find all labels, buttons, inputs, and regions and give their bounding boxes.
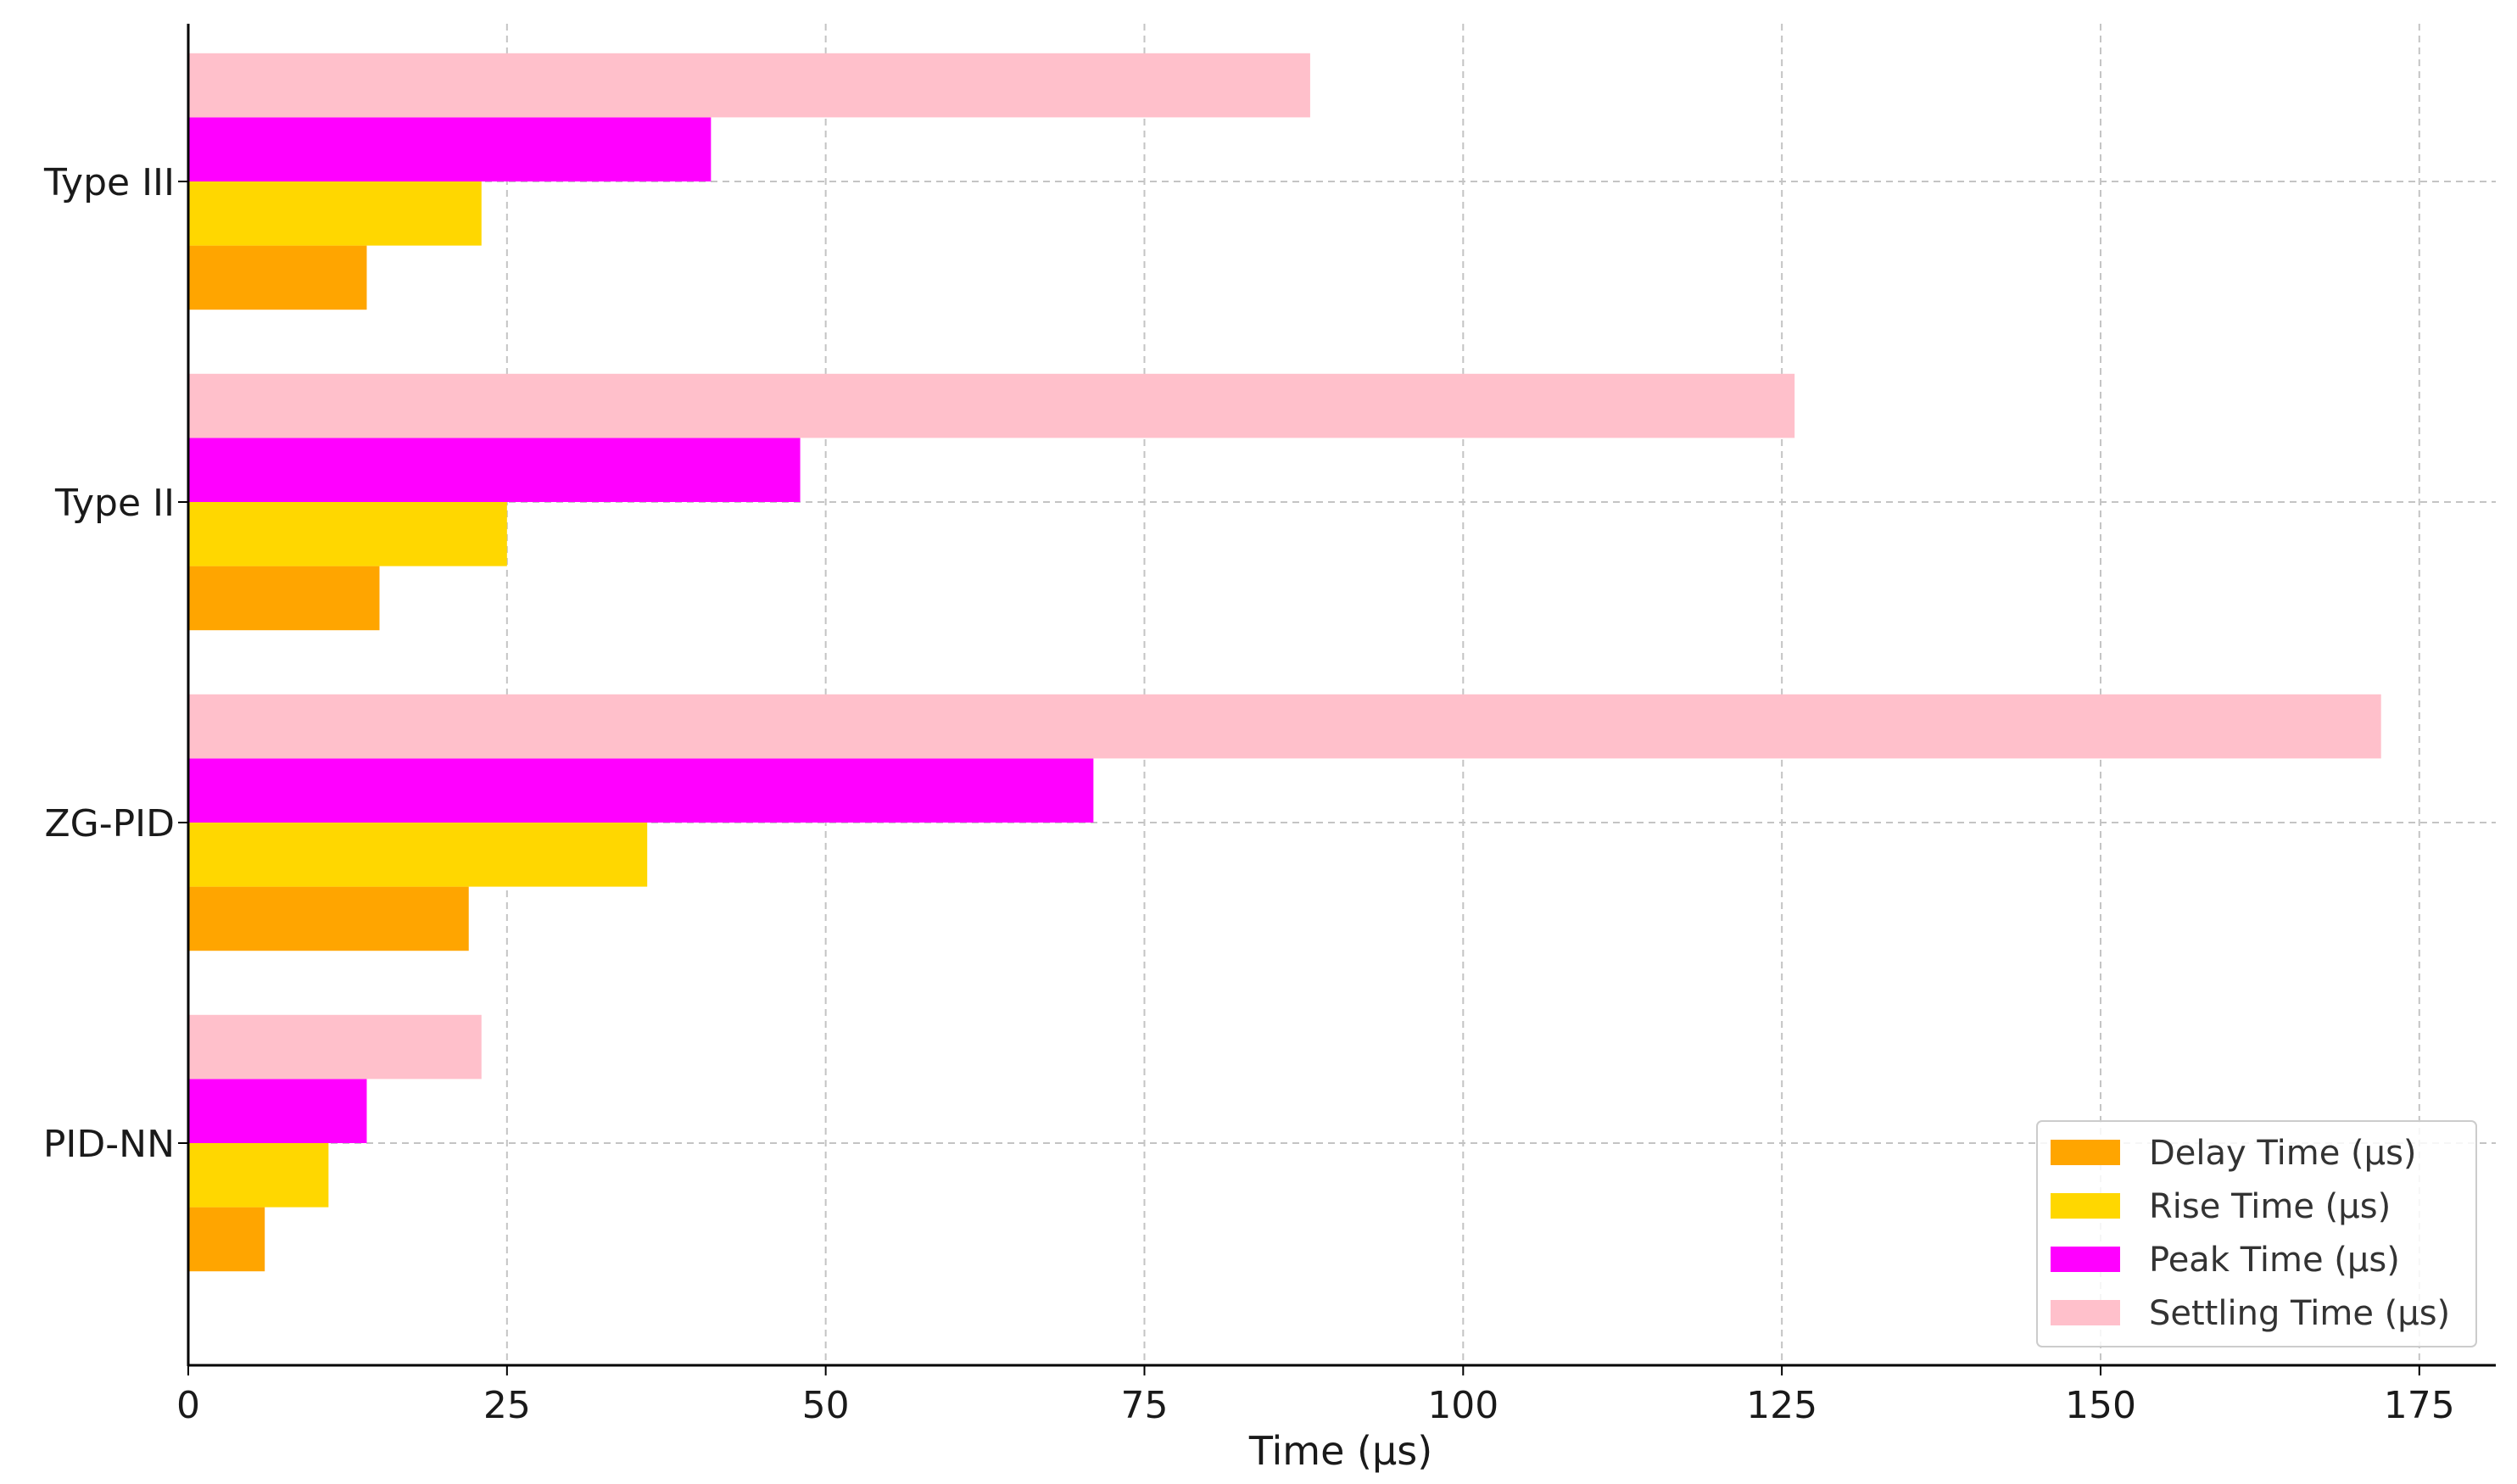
legend-label: Rise Time (µs) [2149,1187,2391,1226]
bar-delay-type-ii [188,566,380,631]
legend-box [2036,1120,2477,1347]
legend-swatch [2051,1247,2120,1272]
bar-delay-pid-nn [188,1207,265,1272]
bar-rise-zg-pid [188,823,648,887]
bar-settling-type-iii [188,53,1310,118]
legend-label: Settling Time (µs) [2149,1294,2450,1333]
bars [188,53,2381,1272]
y-tick-label: ZG-PID [44,802,175,845]
bar-peak-type-iii [188,117,712,181]
legend-label: Peak Time (µs) [2149,1241,2400,1280]
x-tick-label: 150 [2065,1384,2136,1427]
bar-settling-zg-pid [188,694,2381,759]
axes [178,24,2496,1375]
y-tick-label: PID-NN [43,1123,175,1166]
legend-swatch [2051,1140,2120,1165]
bar-settling-pid-nn [188,1014,482,1080]
bar-peak-zg-pid [188,758,1094,823]
bar-settling-type-ii [188,373,1795,438]
bar-peak-type-ii [188,438,801,502]
bar-rise-pid-nn [188,1143,329,1208]
x-tick-label: 75 [1120,1384,1168,1427]
x-tick-label: 100 [1427,1384,1498,1427]
x-tick-label: 0 [176,1384,200,1427]
legend-label: Delay Time (µs) [2149,1134,2417,1173]
bar-peak-pid-nn [188,1079,367,1143]
bar-delay-type-iii [188,245,367,310]
y-tick-label: Type III [43,161,175,204]
legend-swatch [2051,1300,2120,1325]
legend-swatch [2051,1193,2120,1219]
x-tick-label: 25 [483,1384,531,1427]
x-tick-label: 175 [2384,1384,2455,1427]
bar-delay-zg-pid [188,886,469,951]
x-tick-label: 50 [802,1384,850,1427]
legend: Delay Time (µs) Rise Time (µs) Peak Time (… [2036,1120,2477,1347]
x-axis-label: Time (µs) [1248,1428,1432,1474]
y-tick-label: Type II [54,482,175,525]
bar-rise-type-iii [188,181,482,246]
bar-rise-type-ii [188,502,507,566]
tick-labels: 0 25 50 75 100 125 150 175 PID-NN ZG-PID Type II Ty… [43,161,2455,1427]
x-tick-label: 125 [1746,1384,1817,1427]
